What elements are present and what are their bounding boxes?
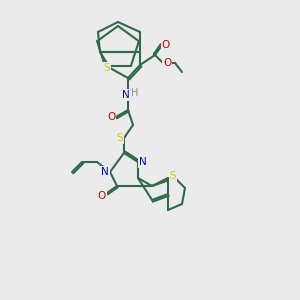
- Text: O: O: [162, 40, 170, 50]
- Text: N: N: [101, 167, 109, 177]
- Text: S: S: [170, 171, 176, 181]
- Text: N: N: [122, 90, 130, 100]
- Text: S: S: [104, 63, 110, 73]
- Text: O: O: [163, 58, 171, 68]
- Text: S: S: [117, 133, 123, 143]
- Text: H: H: [131, 88, 139, 98]
- Text: O: O: [107, 112, 115, 122]
- Text: O: O: [98, 191, 106, 201]
- Text: N: N: [139, 157, 147, 167]
